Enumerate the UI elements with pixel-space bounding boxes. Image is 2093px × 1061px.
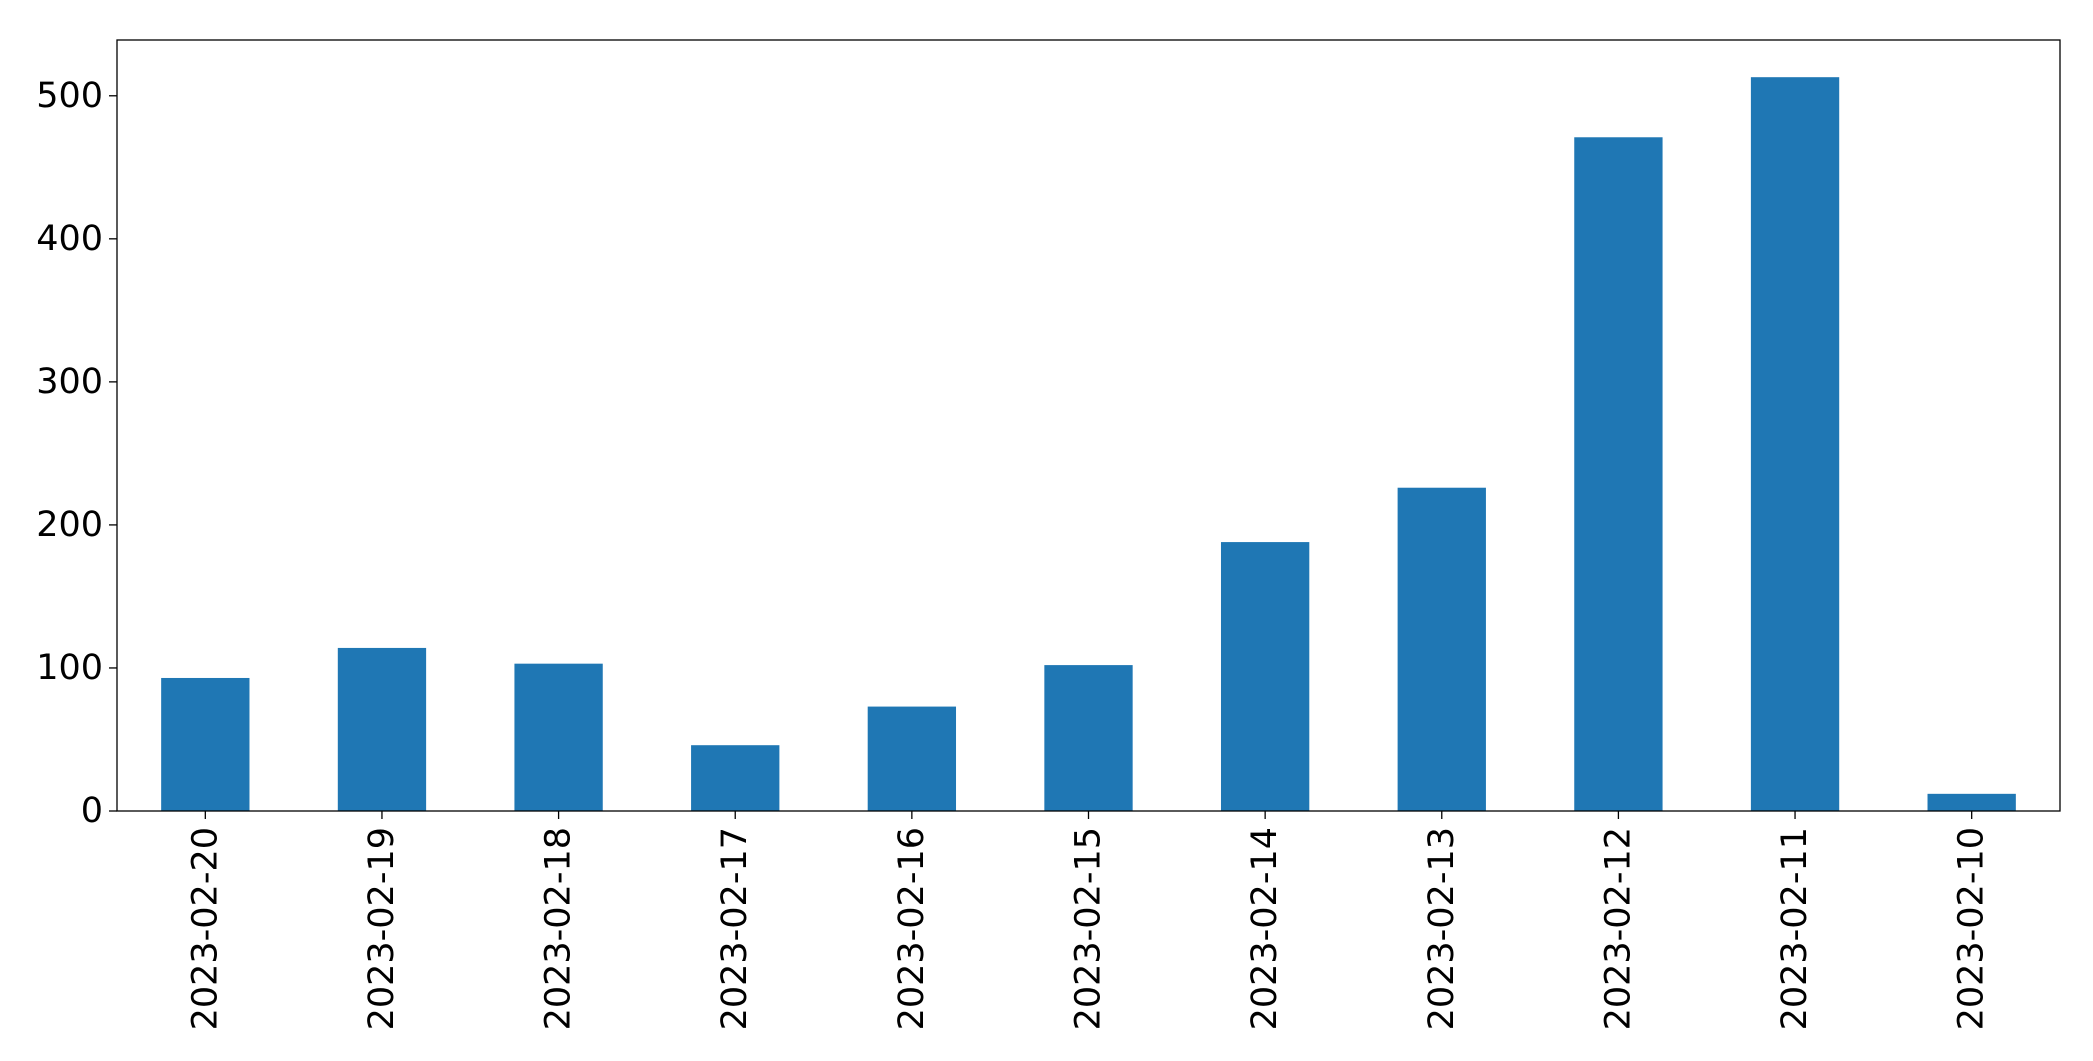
y-axis: 0 100 200 300 400 500 [36,76,117,831]
bar-2023-02-16 [867,706,957,811]
x-tick-label: 2023-02-14 [1245,827,1285,1030]
x-tick-label: 2023-02-19 [362,827,402,1030]
x-tick-label: 2023-02-18 [539,827,579,1030]
bar-2023-02-10 [1927,793,2016,811]
x-tick-label: 2023-02-20 [185,827,225,1030]
bar-2023-02-19 [337,647,427,811]
bar-2023-02-14 [1220,542,1310,811]
bar-2023-02-17 [691,745,780,811]
bar-2023-02-13 [1397,487,1486,811]
bar-2023-02-11 [1750,77,1840,811]
x-tick-label: 2023-02-10 [1952,827,1992,1030]
y-tick-label: 300 [36,362,103,402]
x-tick-label: 2023-02-12 [1598,827,1638,1030]
bar-2023-02-15 [1044,665,1133,811]
x-axis: 2023-02-20 2023-02-19 2023-02-18 2023-02-17… [185,811,1992,1030]
x-tick-label: 2023-02-11 [1775,827,1815,1030]
x-tick-label: 2023-02-13 [1422,827,1462,1030]
bar-2023-02-20 [161,677,250,811]
x-tick-label: 2023-02-15 [1069,827,1109,1030]
bar-2023-02-18 [514,663,603,811]
y-tick-label: 500 [36,76,103,116]
y-tick-label: 0 [81,791,103,831]
bars-group [161,77,2016,811]
x-tick-label: 2023-02-17 [715,827,755,1030]
y-tick-label: 400 [36,219,103,259]
plot-frame [116,39,2061,812]
y-tick-label: 200 [36,505,103,545]
x-tick-label: 2023-02-16 [892,827,932,1030]
bar-2023-02-12 [1574,137,1663,811]
y-tick-label: 100 [36,648,103,688]
